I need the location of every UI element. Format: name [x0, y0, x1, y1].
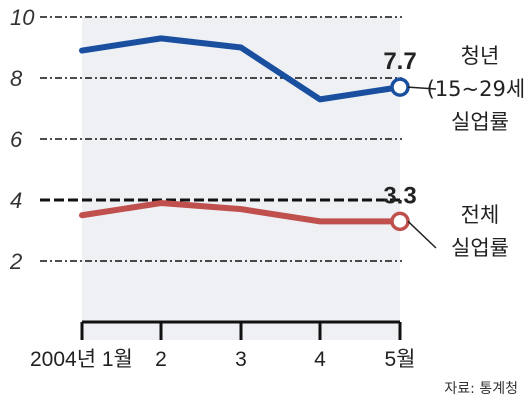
y-tick-label: 6 — [10, 127, 23, 152]
y-axis-ticks: 10 8 6 4 2 — [9, 5, 35, 274]
grid-lines — [40, 16, 402, 262]
endpoint-marker — [390, 77, 410, 97]
end-value-label: 3.3 — [383, 182, 416, 209]
x-tick-label: 4 — [314, 348, 326, 371]
endpoint-marker — [390, 211, 410, 232]
series-name-label: 청년 — [461, 44, 500, 68]
y-tick-label: 8 — [10, 66, 23, 91]
x-axis-ticks: 2004년 1월 2 3 4 5월 — [30, 322, 416, 371]
plot-background — [82, 17, 400, 340]
x-tick-label: 5월 — [385, 348, 416, 371]
leader-line — [407, 86, 437, 90]
series-name-label: 실업률 — [451, 110, 509, 134]
x-tick-label: 2004년 1월 — [30, 348, 133, 371]
y-tick-label: 10 — [10, 5, 35, 30]
series-name-label: (15~29세) — [427, 77, 524, 101]
x-tick-label: 3 — [235, 348, 247, 371]
series-name-label: 전체 — [461, 203, 500, 227]
x-tick-label: 2 — [155, 348, 167, 371]
end-value-label: 7.7 — [383, 48, 416, 75]
y-tick-label: 4 — [10, 188, 22, 213]
source-note: 자료: 통계청 — [444, 381, 518, 397]
leader-line — [407, 220, 437, 249]
y-tick-label: 2 — [9, 249, 22, 274]
series-name-label: 실업률 — [451, 236, 509, 260]
